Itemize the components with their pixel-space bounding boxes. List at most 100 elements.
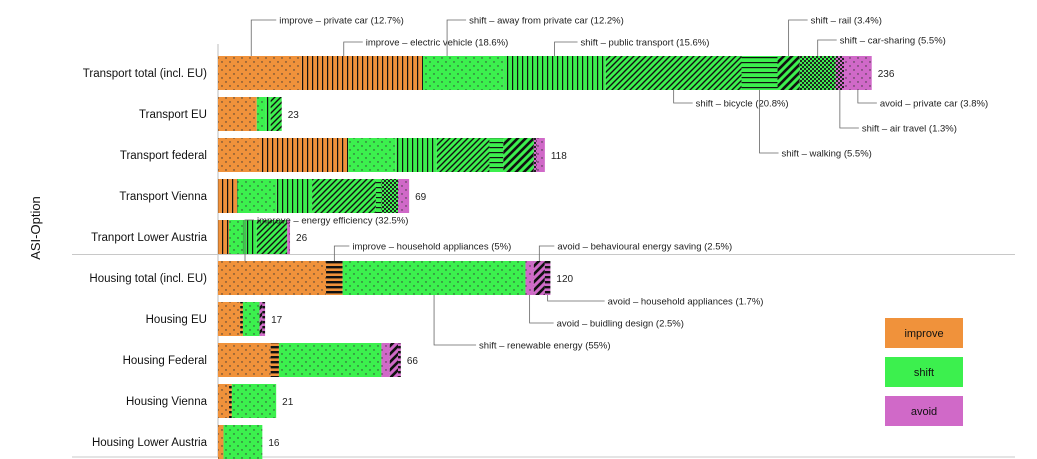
bar-segment-improve — [301, 56, 423, 90]
bar-total-label: 17 — [271, 315, 283, 326]
annotation-label: shift – rail (3.4%) — [811, 16, 882, 27]
bar-segment-avoid — [533, 261, 545, 295]
bar-segment-improve — [218, 384, 230, 418]
legend-label-avoid: avoid — [911, 406, 937, 418]
legend-swatch-avoid — [885, 396, 963, 426]
annotation-label: improve – electric vehicle (18.6%) — [366, 38, 509, 49]
category-label: Transport federal — [120, 150, 207, 162]
bar-total-label: 26 — [296, 233, 308, 244]
bar-segment-shift — [777, 56, 800, 90]
bar-total-label: 21 — [282, 397, 294, 408]
annotation-label: avoid – household appliances (1.7%) — [608, 297, 764, 308]
labels-layer: Transport total (incl. EU) 236 Transport E… — [83, 68, 895, 449]
category-label: Housing Vienna — [126, 396, 208, 408]
bar-segment-avoid — [259, 302, 263, 336]
legend-label-improve: improve — [904, 328, 943, 340]
annotation-label: shift – away from private car (12.2%) — [469, 16, 624, 27]
annotation-label: shift – car-sharing (5.5%) — [840, 36, 946, 47]
bar-segment-avoid — [835, 56, 845, 90]
category-label: Housing total (incl. EU) — [89, 273, 207, 285]
annotation-leader-line — [673, 90, 693, 104]
annotation-label: improve – household appliances (5%) — [352, 242, 511, 253]
bar-segment-shift — [237, 179, 277, 213]
annotation-label: shift – renewable energy (55%) — [479, 341, 611, 352]
bar-segment-shift — [741, 56, 778, 90]
bar-segment-shift — [265, 97, 271, 131]
bar-segment-shift — [348, 138, 396, 172]
annotation-label: shift – public transport (15.6%) — [581, 38, 710, 49]
bar-segment-avoid — [262, 302, 266, 336]
bar-segment-improve — [326, 261, 343, 295]
category-label: Tranport Lower Austria — [91, 232, 208, 244]
category-label: Housing Lower Austria — [92, 437, 208, 449]
bar-total-label: 23 — [288, 110, 300, 121]
bar-segment-improve — [218, 56, 302, 90]
bars-layer — [218, 56, 872, 459]
bar-segment-shift — [256, 97, 266, 131]
bar-segment-improve — [259, 138, 349, 172]
annotation-leader-line — [244, 219, 255, 261]
bar-segment-shift — [605, 56, 742, 90]
annotation-label: shift – bicycle (20.8%) — [696, 99, 789, 110]
bar-segment-shift — [242, 302, 260, 336]
bar-segment-avoid — [533, 138, 537, 172]
bar-segment-shift — [223, 425, 263, 459]
annotation-leader-line — [788, 19, 808, 56]
bar-segment-shift — [503, 56, 606, 90]
category-label: Transport Vienna — [119, 191, 207, 203]
bar-segment-shift — [381, 179, 399, 213]
bar-total-label: 118 — [551, 151, 567, 162]
annotation-label: avoid – behavioural energy saving (2.5%) — [557, 242, 732, 253]
bar-segment-improve — [218, 302, 241, 336]
category-label: Housing Federal — [123, 355, 207, 367]
bar-segment-shift — [422, 56, 504, 90]
annotation-label: avoid – private car (3.8%) — [880, 99, 988, 110]
legend-swatch-shift — [885, 357, 963, 387]
annotation-label: shift – air travel (1.3%) — [862, 124, 957, 135]
y-axis-title: ASI-Option — [28, 196, 43, 260]
annotation-leader-line — [433, 295, 477, 346]
bar-segment-improve — [218, 261, 327, 295]
bar-segment-improve — [229, 384, 232, 418]
bar-segment-avoid — [389, 343, 399, 377]
bar-segment-improve — [218, 97, 257, 131]
bar-segment-avoid — [525, 261, 534, 295]
annotation-leader-line — [538, 245, 555, 261]
bar-segment-improve — [240, 302, 243, 336]
bar-segment-improve — [270, 343, 279, 377]
bar-segment-shift — [436, 138, 490, 172]
axis-layer — [72, 44, 1015, 458]
bar-total-label: 69 — [415, 192, 427, 203]
bar-segment-avoid — [844, 56, 872, 90]
bar-segment-shift — [231, 384, 277, 418]
bar-segment-shift — [270, 97, 282, 131]
bar-segment-avoid — [536, 138, 545, 172]
bar-segment-avoid — [287, 220, 291, 254]
bar-segment-shift — [503, 138, 534, 172]
annotation-leader-line — [839, 90, 859, 129]
bar-segment-shift — [242, 220, 257, 254]
bar-segment-improve — [218, 138, 260, 172]
bar-total-label: 66 — [407, 356, 419, 367]
annotation-leader-line — [343, 41, 363, 56]
bar-total-label: 16 — [268, 438, 280, 449]
legend-swatch-improve — [885, 318, 963, 348]
annotation-leader-line — [529, 295, 554, 324]
bar-total-label: 236 — [878, 69, 895, 80]
bar-segment-improve — [218, 425, 224, 459]
annotation-leader-line — [547, 295, 605, 302]
bar-segment-improve — [218, 343, 271, 377]
annotation-leader-line — [759, 90, 779, 154]
bar-segment-avoid — [398, 179, 410, 213]
bar-segment-shift — [342, 261, 526, 295]
annotations-layer: improve – private car (12.7%) improve – e… — [244, 16, 988, 352]
bar-segment-shift — [395, 138, 437, 172]
annotation-leader-line — [250, 19, 277, 56]
bar-segment-avoid — [544, 261, 551, 295]
bar-total-label: 120 — [556, 274, 573, 285]
bar-segment-shift — [256, 220, 288, 254]
annotation-leader-line — [857, 90, 877, 104]
annotation-label: shift – walking (5.5%) — [782, 149, 872, 160]
annotation-label: improve – private car (12.7%) — [279, 16, 404, 27]
